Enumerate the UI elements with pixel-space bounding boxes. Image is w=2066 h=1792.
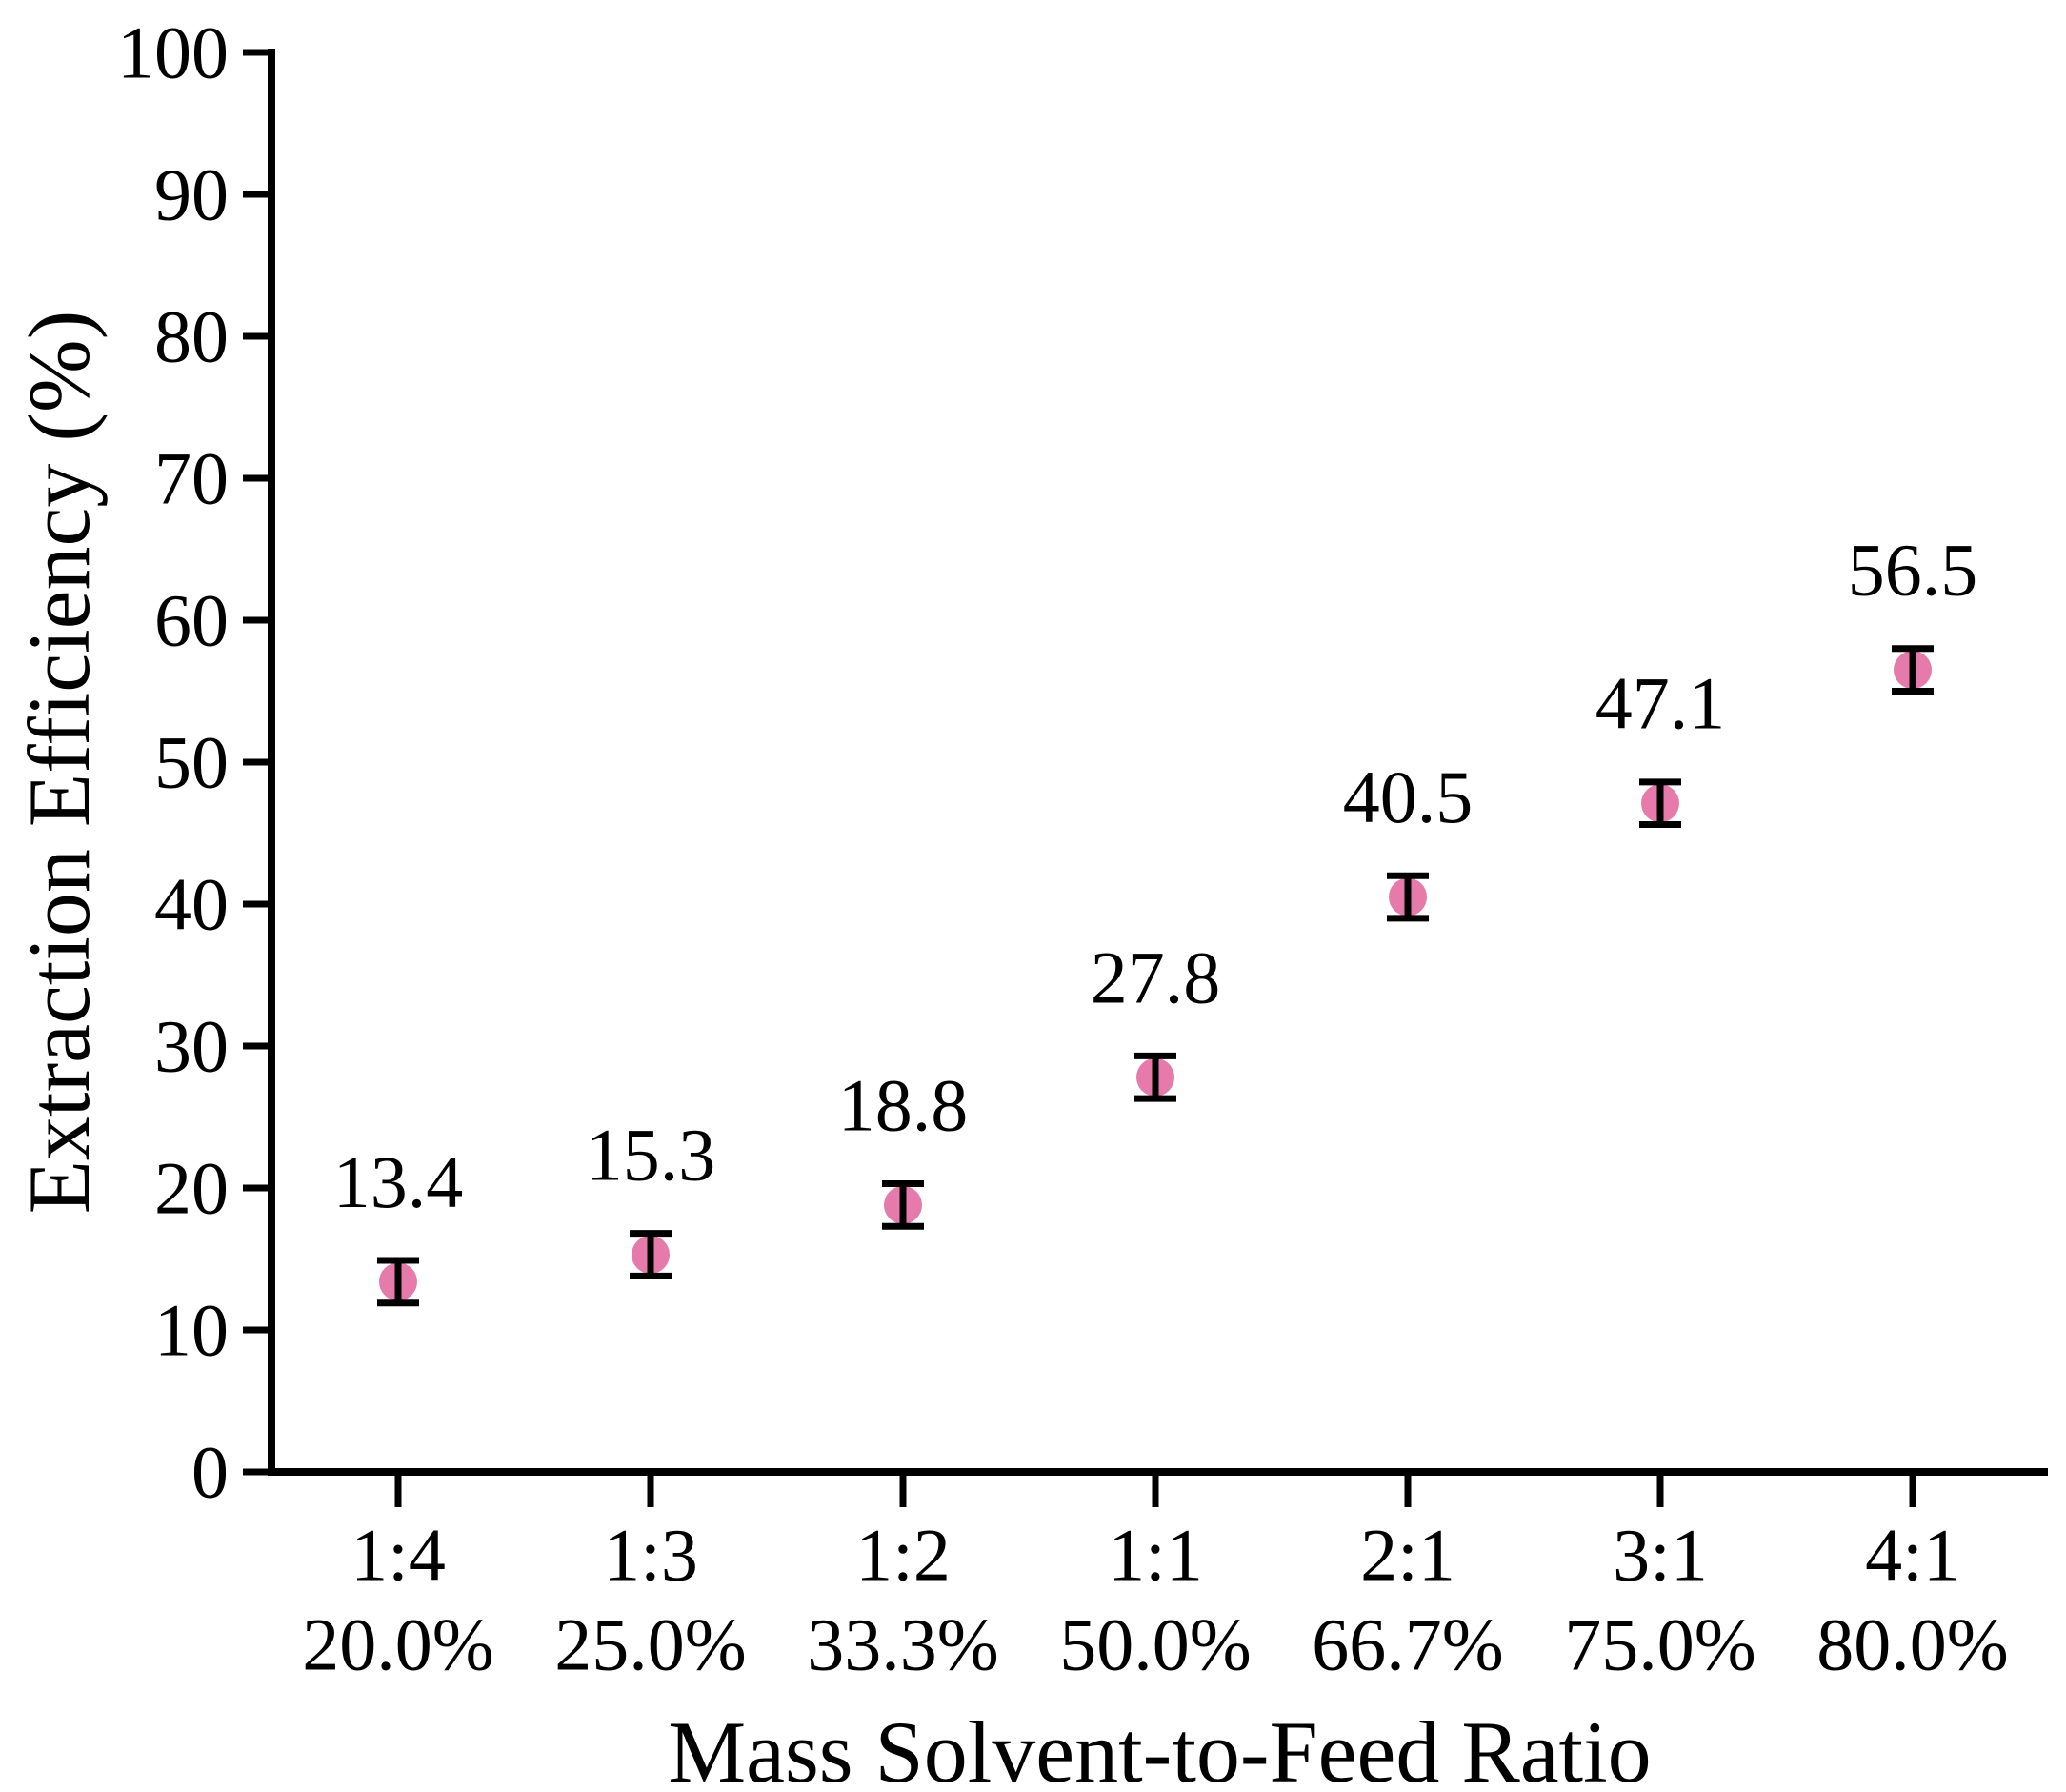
x-axis-title: Mass Solvent-to-Feed Ratio (668, 1703, 1652, 1792)
data-point-value-label: 15.3 (586, 1114, 716, 1197)
x-tick-label-percent: 50.0% (1059, 1603, 1251, 1686)
x-tick-label-ratio: 1:1 (1108, 1514, 1203, 1597)
x-tick-label-ratio: 1:4 (351, 1514, 446, 1597)
y-axis-title: Extraction Efficiency (%) (10, 310, 108, 1215)
data-point-value-label: 56.5 (1848, 529, 1978, 612)
y-tick-label: 0 (191, 1431, 229, 1514)
y-tick-label: 70 (154, 437, 229, 520)
x-tick-label-ratio: 1:2 (855, 1514, 951, 1597)
data-point-value-label: 47.1 (1595, 662, 1726, 745)
y-tick-label: 90 (154, 153, 229, 236)
x-tick-label-ratio: 2:1 (1360, 1514, 1455, 1597)
x-tick-label-percent: 66.7% (1312, 1603, 1503, 1686)
x-tick-label-percent: 75.0% (1564, 1603, 1755, 1686)
x-tick-label-percent: 25.0% (554, 1603, 746, 1686)
y-tick-label: 30 (154, 1005, 229, 1088)
y-tick-label: 40 (154, 863, 229, 946)
y-tick-label: 10 (154, 1289, 229, 1372)
y-tick-label: 100 (117, 11, 229, 94)
data-point-value-label: 13.4 (333, 1140, 464, 1223)
x-tick-label-ratio: 1:3 (603, 1514, 698, 1597)
x-tick-label-percent: 20.0% (302, 1603, 493, 1686)
data-point-value-label: 27.8 (1091, 936, 1221, 1018)
x-tick-label-ratio: 4:1 (1865, 1514, 1960, 1597)
x-tick-label-percent: 33.3% (807, 1603, 998, 1686)
y-tick-label: 50 (154, 721, 229, 804)
y-tick-label: 60 (154, 579, 229, 662)
x-tick-label-percent: 80.0% (1816, 1603, 2008, 1686)
y-tick-label: 20 (154, 1147, 229, 1230)
x-tick-label-ratio: 3:1 (1613, 1514, 1708, 1597)
y-tick-label: 80 (154, 295, 229, 378)
data-point-value-label: 18.8 (838, 1063, 969, 1146)
data-point-value-label: 40.5 (1343, 755, 1474, 838)
